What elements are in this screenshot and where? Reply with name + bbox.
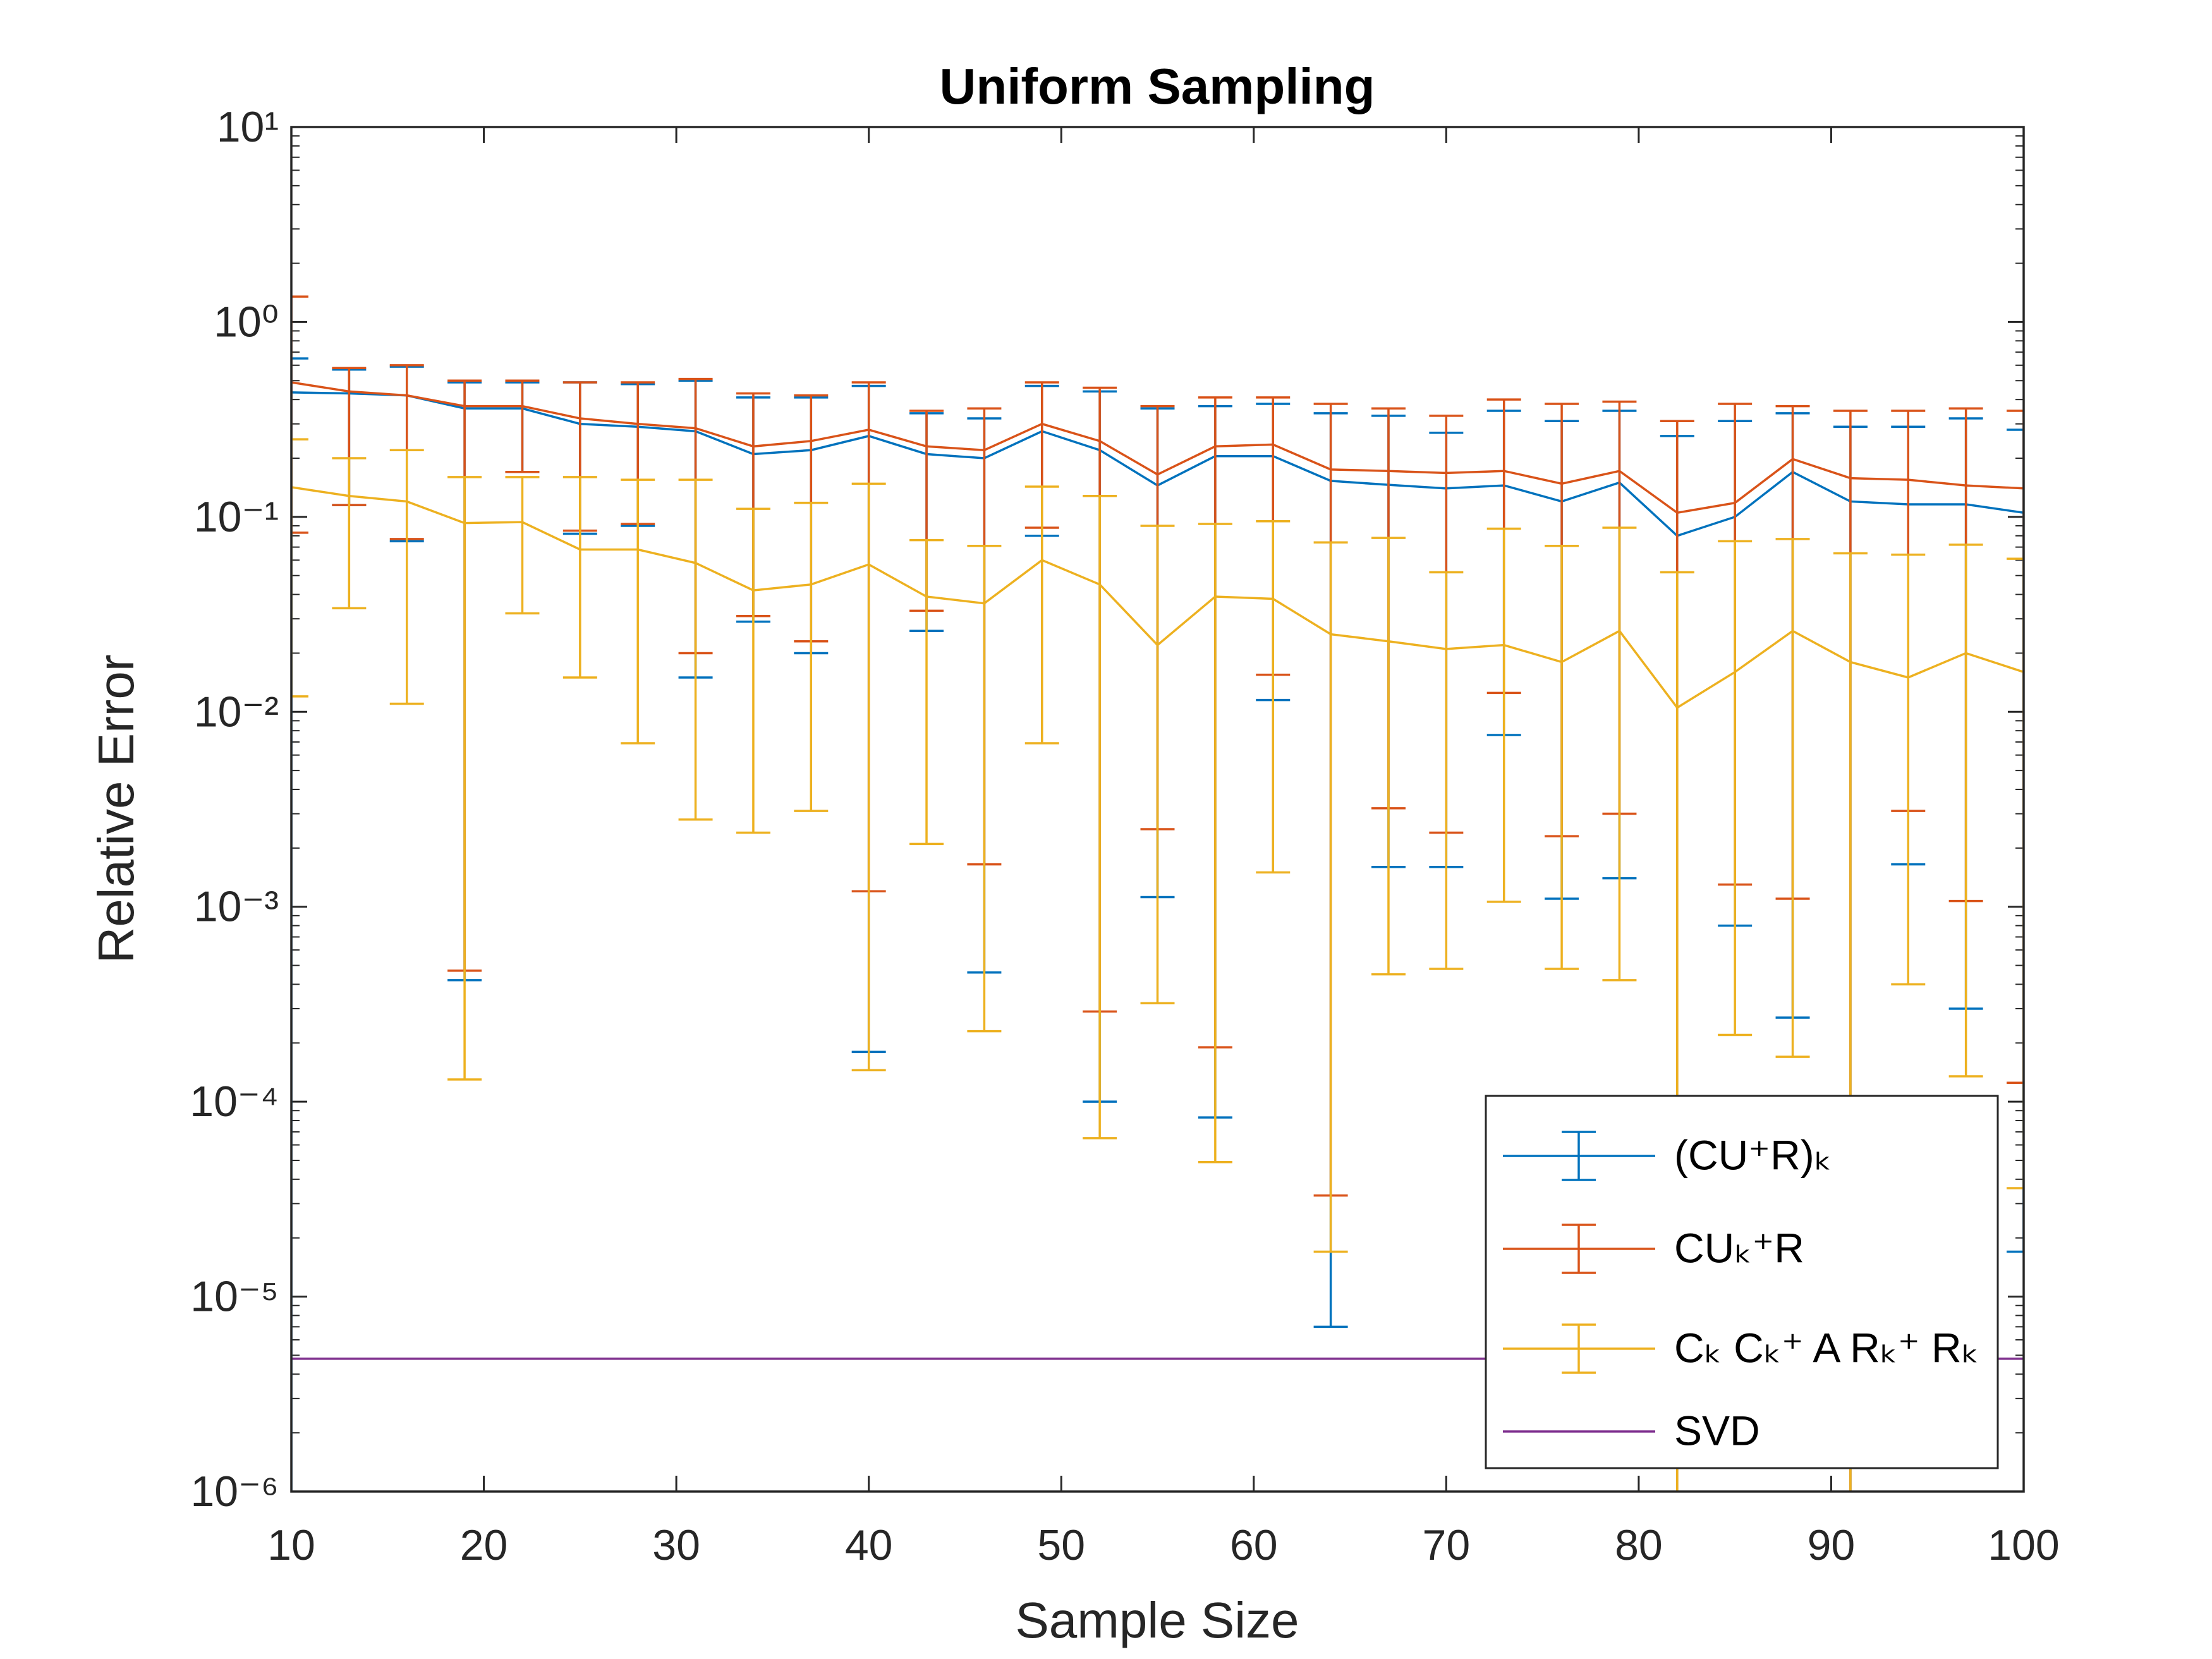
error-bar: [332, 457, 367, 610]
error-bar: [1024, 485, 1059, 744]
error-bar: [389, 449, 424, 705]
error-bar: [1256, 520, 1291, 874]
axes-box: [290, 126, 2025, 1493]
error-bar: [2007, 557, 2024, 1189]
x-tick-label: 100: [1988, 1521, 2059, 1569]
legend-errorbar: [1562, 1323, 1596, 1374]
error-bar: [1140, 525, 1175, 1005]
x-tick-label: 40: [845, 1521, 893, 1569]
error-bar: [1948, 544, 1983, 1078]
legend-errorbar: [1562, 1224, 1596, 1274]
error-bar: [1083, 495, 1117, 1139]
error-bar: [291, 438, 308, 698]
y-tick-label: 10⁻⁵: [190, 1273, 279, 1321]
y-tick-label: 10⁰: [214, 298, 279, 346]
error-bar: [967, 544, 1002, 1033]
error-bar: [2007, 410, 2024, 1084]
error-bar: [291, 295, 308, 534]
error-bar: [909, 538, 944, 846]
error-bar: [1891, 553, 1926, 986]
error-bar: [505, 379, 540, 473]
error-bar: [1718, 540, 1753, 1036]
error-bar: [1602, 526, 1637, 981]
error-bar: [1486, 527, 1521, 903]
error-bar: [794, 501, 829, 812]
legend-label: SVD: [1674, 1407, 1760, 1454]
y-axis-label: Relative Error: [88, 654, 144, 963]
error-bar: [678, 478, 713, 821]
x-tick-label: 20: [460, 1521, 508, 1569]
error-bar: [2007, 428, 2024, 1253]
x-tick-label: 70: [1423, 1521, 1471, 1569]
y-tick-label: 10⁻⁴: [190, 1078, 279, 1126]
error-bar: [851, 482, 886, 1072]
error-bar: [621, 478, 655, 744]
error-bar: [1198, 523, 1232, 1164]
x-tick-label: 10: [267, 1521, 315, 1569]
error-bar: [736, 507, 770, 834]
error-bar: [1371, 537, 1406, 976]
x-tick-label: 90: [1808, 1521, 1856, 1569]
legend-errorbar: [1562, 1131, 1596, 1181]
x-tick-label: 50: [1037, 1521, 1085, 1569]
y-tick-label: 10⁻³: [194, 883, 279, 931]
legend-label: Cₖ Cₖ⁺ A Rₖ⁺ Rₖ: [1674, 1324, 1979, 1371]
error-bar: [1313, 541, 1348, 1253]
x-tick-label: 30: [652, 1521, 700, 1569]
x-axis-label: Sample Size: [1015, 1592, 1299, 1648]
y-tick-label: 10¹: [217, 103, 279, 151]
chart-title: Uniform Sampling: [940, 58, 1375, 114]
legend-label: (CU⁺R)ₖ: [1674, 1131, 1832, 1178]
error-bar: [447, 476, 482, 1081]
x-tick-label: 60: [1230, 1521, 1278, 1569]
y-tick-label: 10⁻²: [194, 688, 279, 736]
error-bar: [562, 476, 597, 679]
y-tick-label: 10⁻⁶: [190, 1468, 279, 1516]
error-bar: [1775, 538, 1810, 1058]
legend-box: [1485, 1095, 1999, 1469]
y-tick-label: 10⁻¹: [194, 493, 279, 541]
error-bar: [1429, 571, 1464, 970]
legend: (CU⁺R)ₖ CUₖ⁺R Cₖ Cₖ⁺ A Rₖ⁺ Rₖ SVD: [1485, 1095, 1999, 1469]
error-bar: [1545, 544, 1579, 970]
error-bar: [505, 476, 540, 615]
legend-label: CUₖ⁺R: [1674, 1224, 1804, 1271]
x-tick-label: 80: [1615, 1521, 1663, 1569]
error-bar: [291, 357, 308, 1492]
